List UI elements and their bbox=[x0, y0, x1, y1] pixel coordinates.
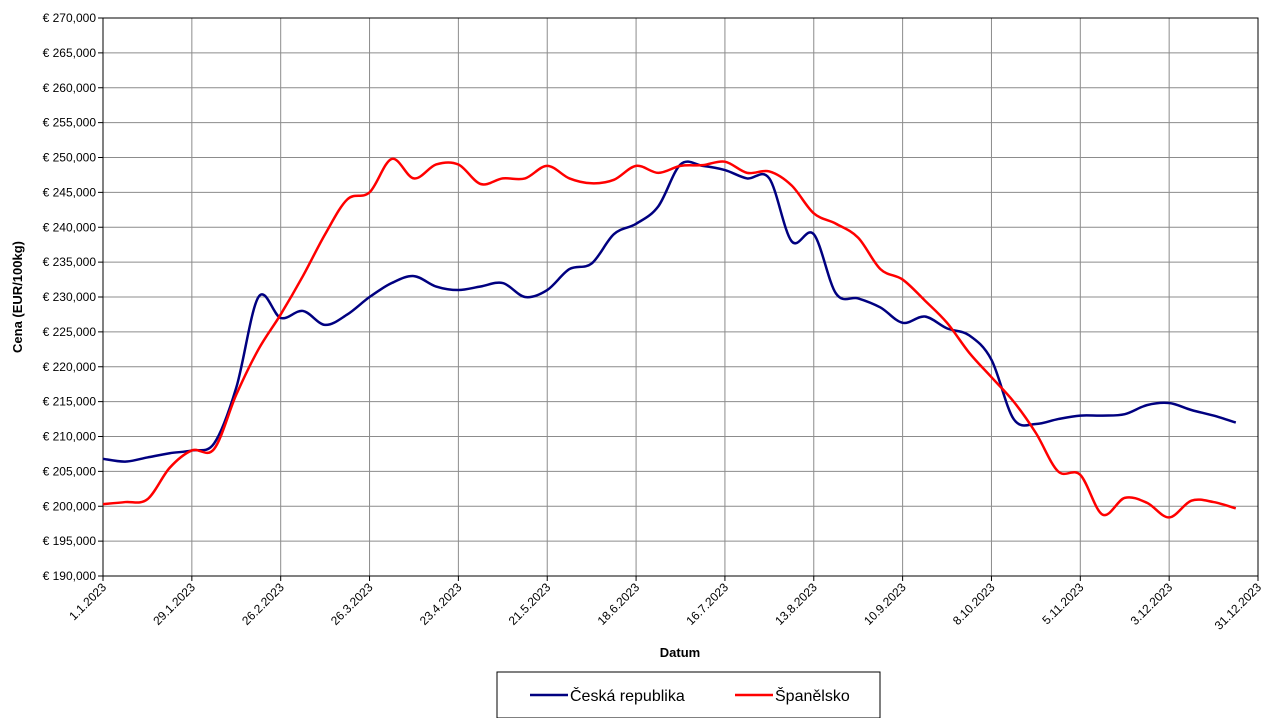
x-tick-label: 1.1.2023 bbox=[66, 580, 109, 623]
x-tick-label: 26.2.2023 bbox=[239, 580, 287, 628]
y-tick-label: € 260,000 bbox=[43, 81, 97, 95]
x-tick-label: 13.8.2023 bbox=[772, 580, 820, 628]
y-axis-title: Cena (EUR/100kg) bbox=[10, 241, 25, 353]
x-tick-label: 5.11.2023 bbox=[1039, 580, 1086, 627]
legend-label: Španělsko bbox=[775, 686, 850, 705]
x-tick-label: 26.3.2023 bbox=[328, 580, 376, 628]
x-tick-label: 10.9.2023 bbox=[861, 580, 909, 628]
x-tick-label: 21.5.2023 bbox=[506, 580, 554, 628]
y-tick-label: € 255,000 bbox=[43, 116, 97, 130]
x-tick-label: 8.10.2023 bbox=[950, 580, 998, 628]
x-tick-label: 23.4.2023 bbox=[417, 580, 465, 628]
y-tick-label: € 245,000 bbox=[43, 185, 97, 199]
x-tick-label: 3.12.2023 bbox=[1128, 580, 1176, 628]
x-axis-title: Datum bbox=[660, 645, 700, 660]
y-tick-label: € 215,000 bbox=[43, 395, 97, 409]
y-tick-label: € 195,000 bbox=[43, 534, 97, 548]
plot-border bbox=[102, 17, 1259, 577]
x-tick-label: 18.6.2023 bbox=[595, 580, 643, 628]
y-tick-label: € 250,000 bbox=[43, 151, 97, 165]
legend-label: Česká republika bbox=[570, 686, 685, 705]
y-tick-label: € 230,000 bbox=[43, 290, 97, 304]
y-tick-label: € 220,000 bbox=[43, 360, 97, 374]
y-tick-label: € 225,000 bbox=[43, 325, 97, 339]
y-tick-label: € 210,000 bbox=[43, 430, 97, 444]
y-tick-label: € 240,000 bbox=[43, 220, 97, 234]
x-tick-label: 29.1.2023 bbox=[150, 580, 198, 628]
x-tick-label: 16.7.2023 bbox=[683, 580, 731, 628]
y-tick-label: € 270,000 bbox=[43, 11, 97, 25]
y-tick-label: € 200,000 bbox=[43, 499, 97, 513]
y-tick-label: € 205,000 bbox=[43, 464, 97, 478]
y-tick-label: € 265,000 bbox=[43, 46, 97, 60]
y-tick-label: € 235,000 bbox=[43, 255, 97, 269]
series-line bbox=[102, 157, 1237, 519]
series-line bbox=[102, 160, 1237, 463]
y-tick-label: € 190,000 bbox=[43, 569, 97, 583]
x-tick-label: 31.12.2023 bbox=[1212, 580, 1262, 633]
